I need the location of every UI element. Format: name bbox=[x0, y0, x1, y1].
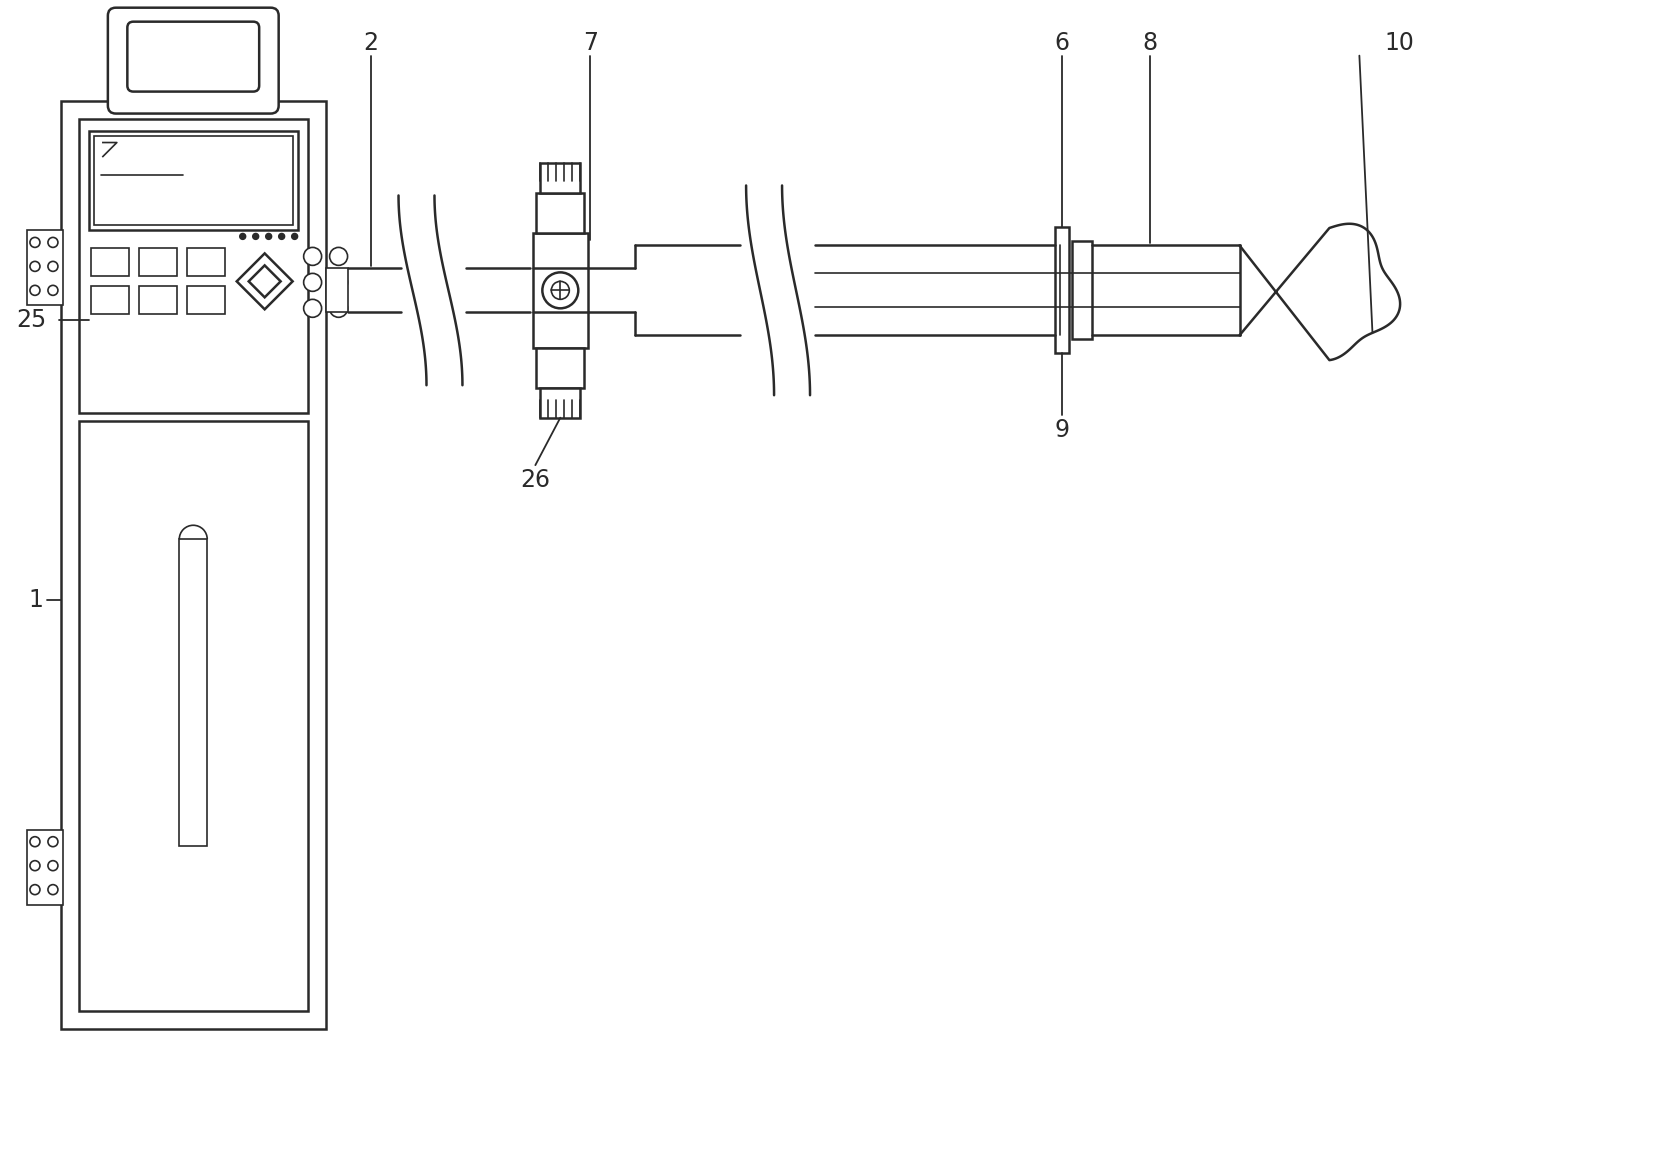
Circle shape bbox=[303, 247, 322, 266]
Text: 9: 9 bbox=[1054, 419, 1069, 442]
Text: 7: 7 bbox=[583, 30, 598, 55]
Bar bbox=[1055, 227, 1069, 353]
Text: 10: 10 bbox=[1384, 30, 1414, 55]
Circle shape bbox=[253, 233, 258, 239]
Circle shape bbox=[330, 247, 348, 266]
Circle shape bbox=[278, 233, 285, 239]
Circle shape bbox=[48, 286, 58, 295]
Text: 1: 1 bbox=[28, 588, 43, 612]
Bar bbox=[88, 131, 298, 231]
Circle shape bbox=[48, 837, 58, 847]
Circle shape bbox=[30, 861, 40, 871]
Text: 25: 25 bbox=[15, 308, 47, 332]
Circle shape bbox=[48, 861, 58, 871]
Bar bbox=[540, 163, 580, 192]
Bar bbox=[187, 248, 225, 276]
Bar bbox=[27, 830, 63, 905]
Bar bbox=[92, 287, 128, 315]
Circle shape bbox=[303, 273, 322, 292]
Bar bbox=[537, 347, 585, 388]
Bar bbox=[62, 100, 325, 1030]
FancyBboxPatch shape bbox=[108, 8, 278, 113]
Bar bbox=[533, 233, 588, 347]
Circle shape bbox=[48, 885, 58, 894]
Bar bbox=[325, 268, 348, 312]
Bar bbox=[1072, 241, 1092, 339]
FancyBboxPatch shape bbox=[127, 22, 258, 92]
Text: 26: 26 bbox=[520, 468, 550, 492]
Circle shape bbox=[48, 261, 58, 272]
Circle shape bbox=[30, 261, 40, 272]
Circle shape bbox=[265, 233, 272, 239]
Circle shape bbox=[542, 273, 578, 308]
Bar bbox=[93, 135, 293, 225]
Bar bbox=[187, 287, 225, 315]
Bar bbox=[540, 388, 580, 417]
Circle shape bbox=[292, 233, 298, 239]
Circle shape bbox=[552, 281, 570, 300]
Bar bbox=[78, 421, 308, 1011]
Circle shape bbox=[30, 238, 40, 247]
Circle shape bbox=[30, 286, 40, 295]
Circle shape bbox=[303, 300, 322, 317]
Bar bbox=[78, 119, 308, 413]
Bar bbox=[138, 287, 177, 315]
Text: 8: 8 bbox=[1142, 30, 1157, 55]
Bar bbox=[92, 248, 128, 276]
Bar bbox=[180, 539, 207, 847]
Circle shape bbox=[330, 273, 348, 292]
Polygon shape bbox=[248, 266, 280, 297]
Circle shape bbox=[240, 233, 245, 239]
Text: 6: 6 bbox=[1054, 30, 1069, 55]
Bar bbox=[138, 248, 177, 276]
Text: 2: 2 bbox=[363, 30, 378, 55]
Bar bbox=[537, 192, 585, 233]
Circle shape bbox=[48, 238, 58, 247]
Bar bbox=[27, 231, 63, 305]
Polygon shape bbox=[237, 253, 293, 309]
Circle shape bbox=[30, 837, 40, 847]
Circle shape bbox=[330, 300, 348, 317]
Circle shape bbox=[30, 885, 40, 894]
